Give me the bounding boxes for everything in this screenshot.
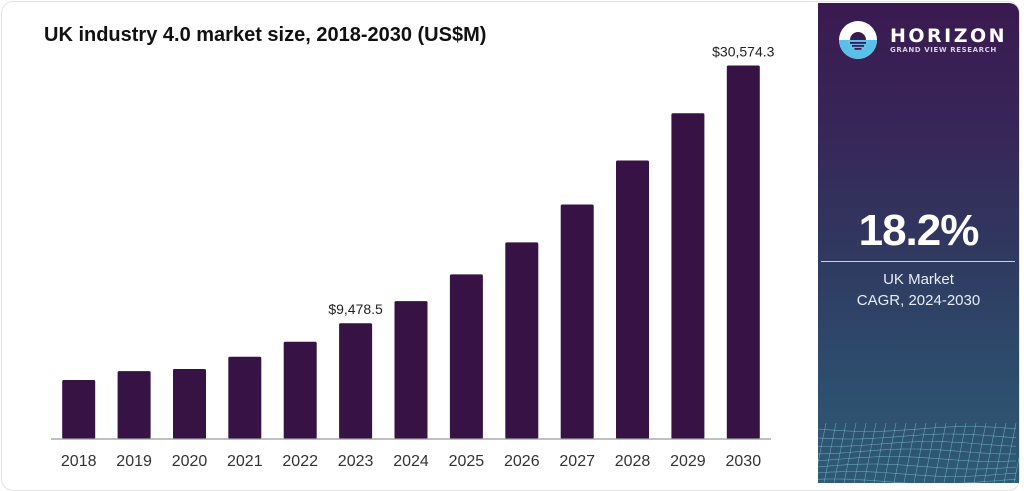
mesh-line (853, 423, 867, 483)
mesh-line (823, 423, 837, 483)
x-tick-label-2018: 2018 (61, 453, 97, 470)
mesh-line (913, 423, 927, 483)
mesh-line (873, 423, 887, 483)
x-tick-label-2019: 2019 (116, 453, 152, 470)
bar-2019 (117, 371, 151, 439)
data-label-2023: $9,478.5 (328, 301, 383, 317)
bar-2020 (173, 369, 206, 439)
bar-2024 (394, 301, 428, 439)
cagr-market-label: UK Market (883, 271, 954, 288)
bar-2022 (283, 341, 317, 439)
x-tick-label-2028: 2028 (615, 453, 651, 470)
mesh-line (818, 426, 1017, 432)
mesh-line (843, 423, 857, 483)
cagr-period-label: CAGR, 2024-2030 (856, 292, 981, 309)
mesh-line (883, 423, 897, 483)
mesh-line (818, 471, 1017, 477)
mesh-line (1013, 456, 1019, 483)
mesh-line (963, 423, 977, 483)
mesh-line (863, 423, 877, 483)
mesh-line (943, 423, 957, 483)
bar-2025 (449, 274, 483, 439)
mesh-line (818, 433, 1017, 440)
mesh-line (818, 456, 1017, 462)
bar-chart: 2018 2019 2020 2021 2022 2023 $9,478.5 2024 2025… (51, 44, 775, 471)
horizon-sun-icon (839, 21, 877, 59)
mesh-line (818, 441, 1017, 447)
bar-2028 (616, 160, 649, 439)
bar-2029 (671, 113, 705, 439)
mesh-line (933, 423, 947, 483)
mesh-line (1003, 423, 1017, 483)
mesh-line (953, 423, 967, 483)
cagr-description: UK Market CAGR, 2024-2030 (818, 269, 1019, 311)
bar-2027 (560, 204, 594, 439)
bar-2026 (505, 242, 539, 439)
x-tick-label-2024: 2024 (393, 453, 429, 470)
x-tick-label-2026: 2026 (504, 453, 540, 470)
labels-layer: 2018 2019 2020 2021 2022 2023 $9,478.5 2024 2025… (61, 44, 775, 471)
mesh-line (818, 448, 1016, 455)
x-tick-label-2021: 2021 (227, 453, 263, 470)
data-label-2030: $30,574.3 (712, 44, 774, 60)
divider (821, 261, 1015, 262)
mesh-line (818, 478, 1017, 483)
x-tick-label-2027: 2027 (559, 453, 595, 470)
wave-mesh-decoration (818, 423, 1019, 483)
mesh-line (818, 463, 1017, 470)
x-tick-label-2020: 2020 (172, 453, 208, 470)
bar-2018 (62, 380, 96, 439)
cagr-value: 18.2% (858, 206, 980, 255)
x-tick-label-2025: 2025 (449, 453, 485, 470)
x-tick-label-2030: 2030 (726, 453, 762, 470)
chart-title: UK industry 4.0 market size, 2018-2030 (… (44, 24, 487, 46)
cagr-side-panel: HORIZON GRAND VIEW RESEARCH 18.2% UK Mar… (818, 3, 1019, 483)
x-tick-label-2029: 2029 (670, 453, 706, 470)
x-tick-label-2023: 2023 (338, 453, 374, 470)
brand-subtitle: GRAND VIEW RESEARCH (890, 46, 997, 54)
bar-2030 (726, 65, 760, 439)
bar-2021 (228, 356, 262, 439)
bar-2023 (339, 323, 373, 439)
brand-name: HORIZON (890, 25, 1008, 47)
x-tick-label-2022: 2022 (282, 453, 318, 470)
mesh-line (923, 423, 937, 483)
mesh-line (818, 423, 827, 465)
mesh-line (903, 423, 917, 483)
bars-layer (62, 65, 760, 439)
